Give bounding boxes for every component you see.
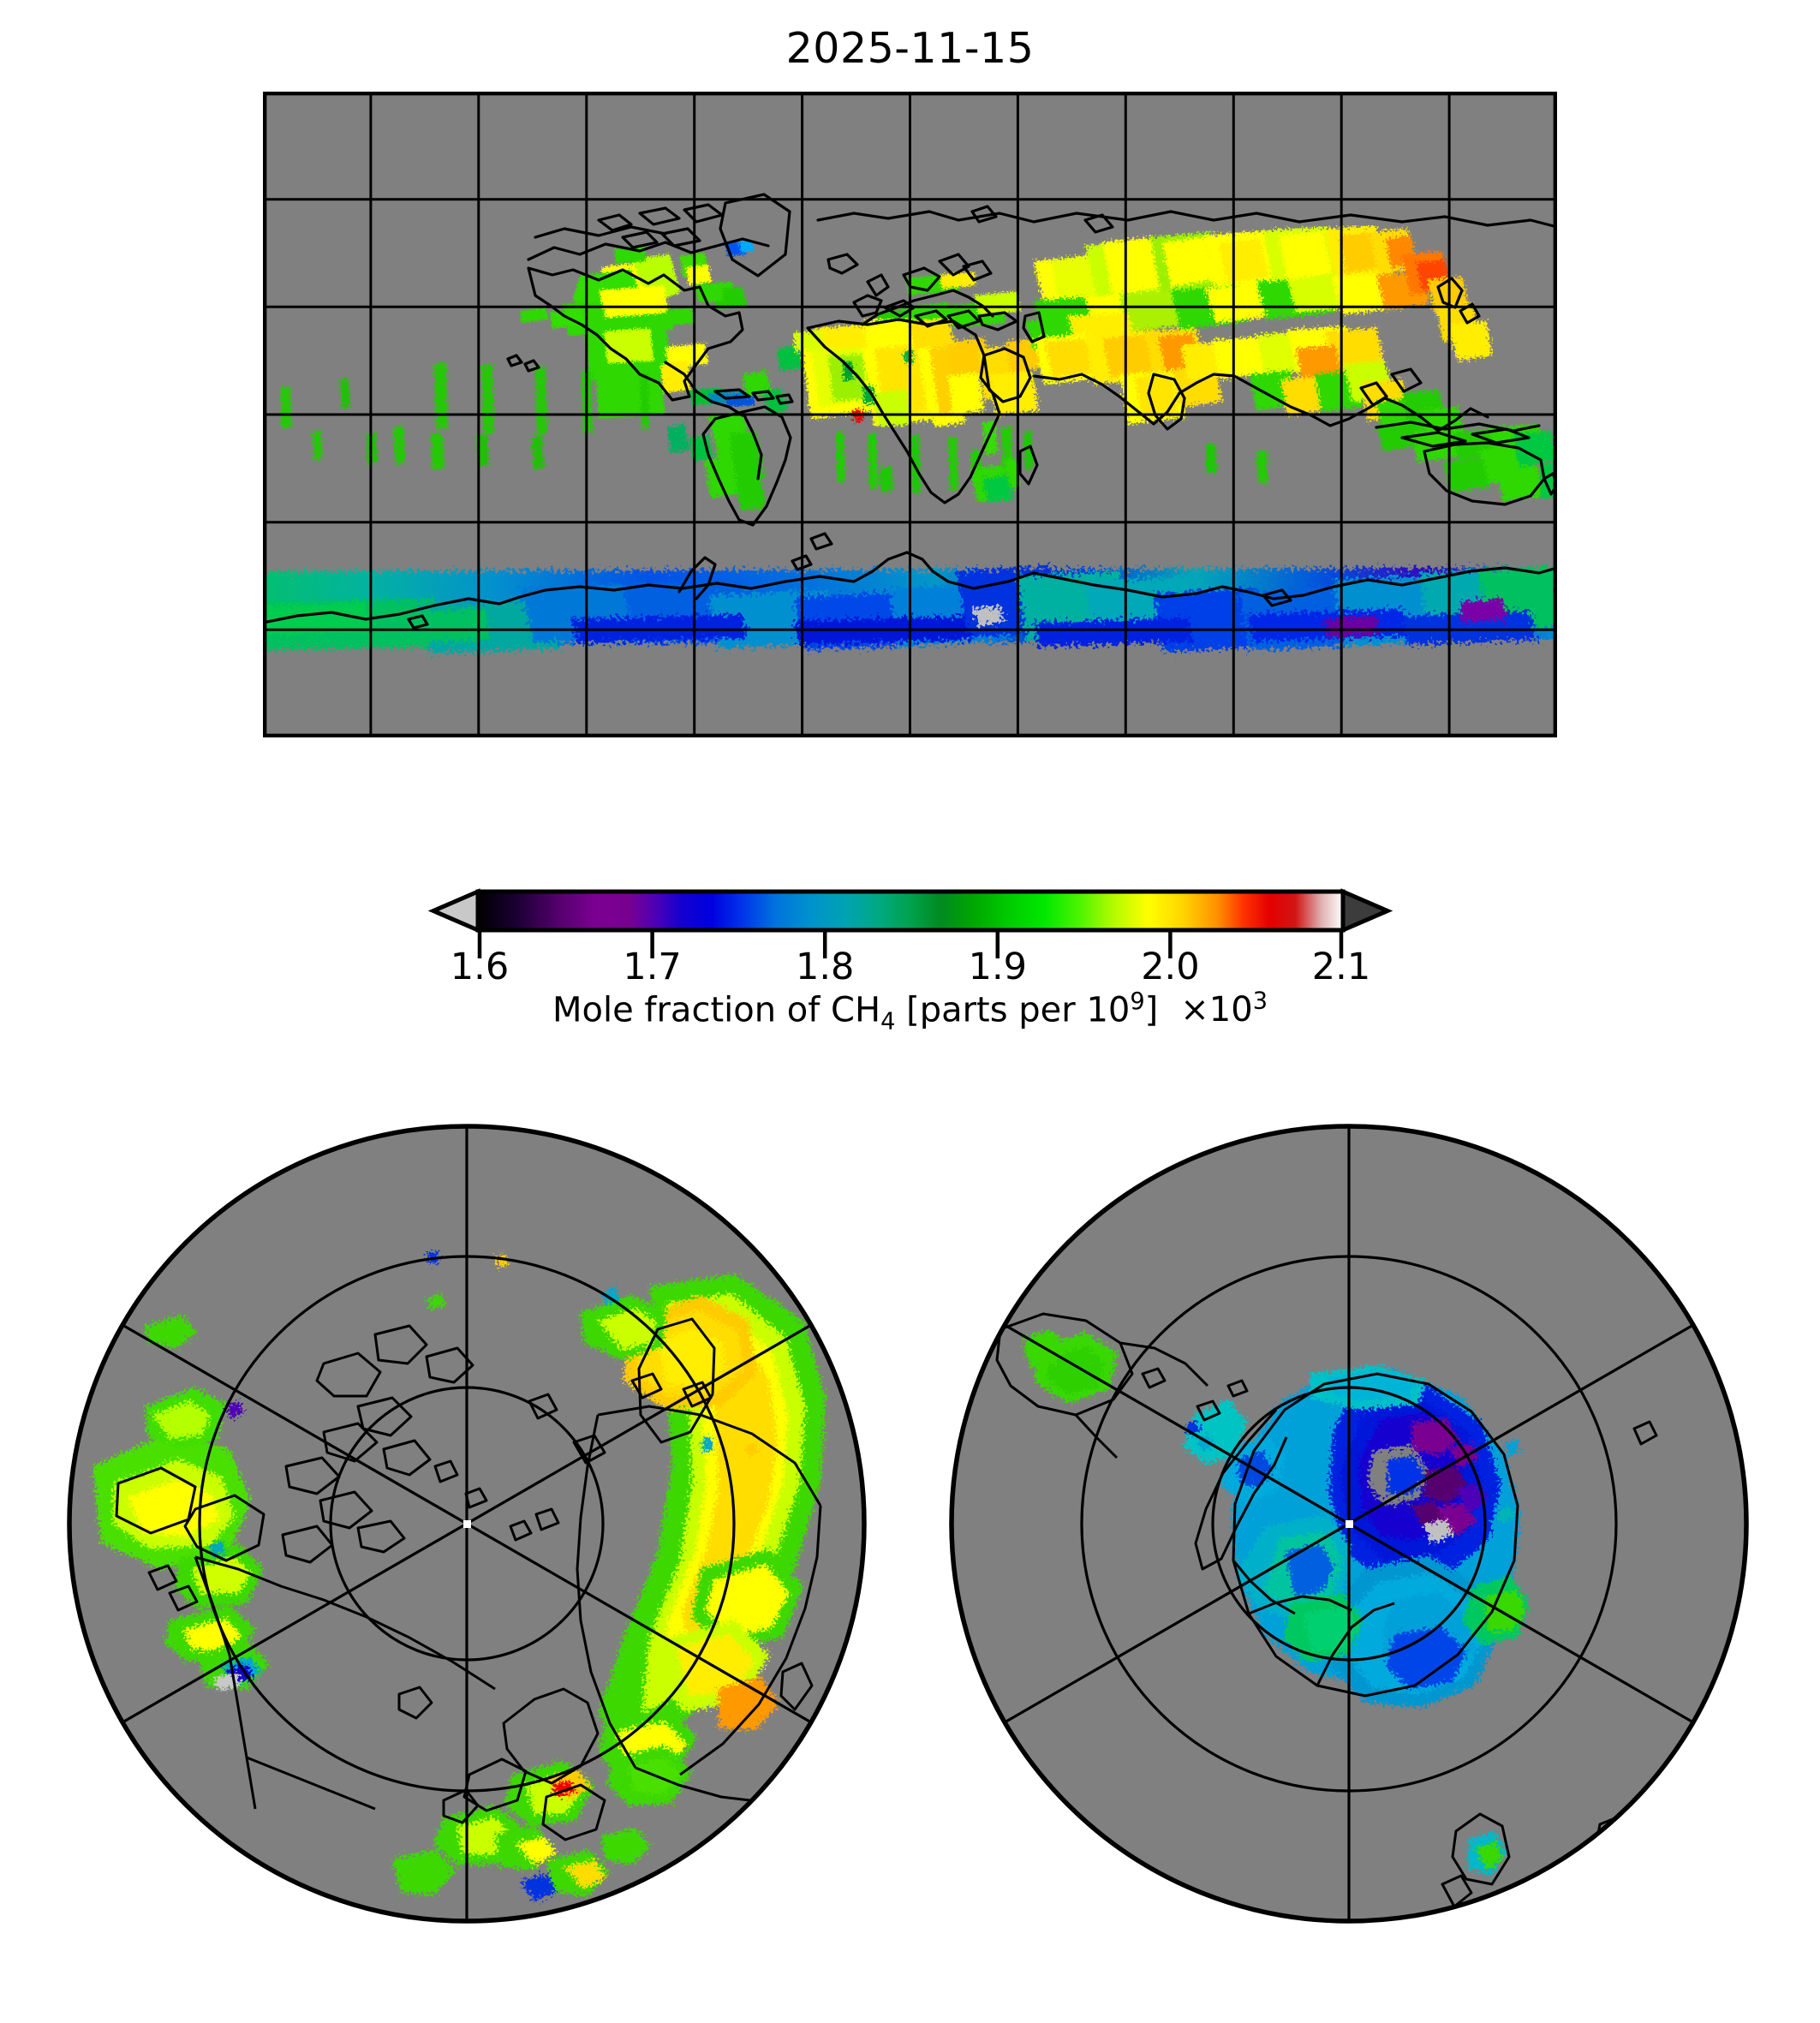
colorbar-label-subscript: 4: [880, 1008, 896, 1035]
colorbar-tick-label-0: 1.6: [450, 946, 510, 988]
swath-subsaharan-scatter: [835, 421, 1034, 503]
colorbar-label-end: ]: [1144, 990, 1159, 1030]
np-pole-marker: [463, 1520, 471, 1528]
colorbar-tick-label-5: 2.1: [1311, 946, 1371, 988]
south-polar-content: [952, 1126, 1746, 1921]
colorbar-label-exponent: 9: [1130, 988, 1145, 1015]
colorbar-offset-exponent: 3: [1252, 988, 1268, 1015]
sp-boundary-circle: [949, 1124, 1749, 1924]
colorbar-over-arrow: [1340, 888, 1393, 934]
colorbar-offset-prefix: ×10: [1180, 990, 1253, 1030]
colorbar-tick-label-4: 2.0: [1141, 946, 1200, 988]
page-title: 2025-11-15: [785, 24, 1035, 73]
north-polar-content: [69, 1126, 864, 1921]
south-polar-svg: [949, 1124, 1749, 1924]
global-map-svg: [263, 92, 1557, 737]
colorbar-offset-text: ×103: [1180, 988, 1268, 1030]
colorbar-svg: [427, 888, 1393, 958]
swath-south-america: [667, 345, 803, 511]
map-frame: [263, 92, 1557, 737]
north-polar-svg: [67, 1124, 867, 1924]
colorbar-tick-label-2: 1.8: [795, 946, 855, 988]
colorbar: 1.6 1.7 1.8 1.9 2.0 2.1 Mole fraction of…: [420, 867, 1400, 1038]
north-polar-map-panel: [67, 1124, 867, 1924]
sp-pole-marker: [1346, 1520, 1353, 1528]
colorbar-axis-label: Mole fraction of CH4 [parts per 109] ×103: [420, 988, 1400, 1035]
global-map-panel: [263, 92, 1557, 737]
colorbar-tick-label-1: 1.7: [623, 946, 682, 988]
swath-africa-arabia: [792, 318, 1044, 427]
south-polar-map-panel: [949, 1124, 1749, 1924]
colorbar-label-main: Mole fraction of CH: [552, 990, 881, 1030]
colorbar-under-arrow: [427, 888, 480, 934]
colorbar-gradient: [475, 889, 1346, 933]
colorbar-ticks: [477, 930, 1344, 958]
colorbar-tick-label-3: 1.9: [968, 946, 1027, 988]
global-map-content: [263, 92, 1557, 737]
colorbar-label-mid: [parts per 10: [895, 990, 1131, 1030]
map-gridlines: [263, 92, 1557, 737]
np-boundary-circle: [67, 1124, 867, 1924]
swath-pacific-scatter: [280, 362, 650, 470]
